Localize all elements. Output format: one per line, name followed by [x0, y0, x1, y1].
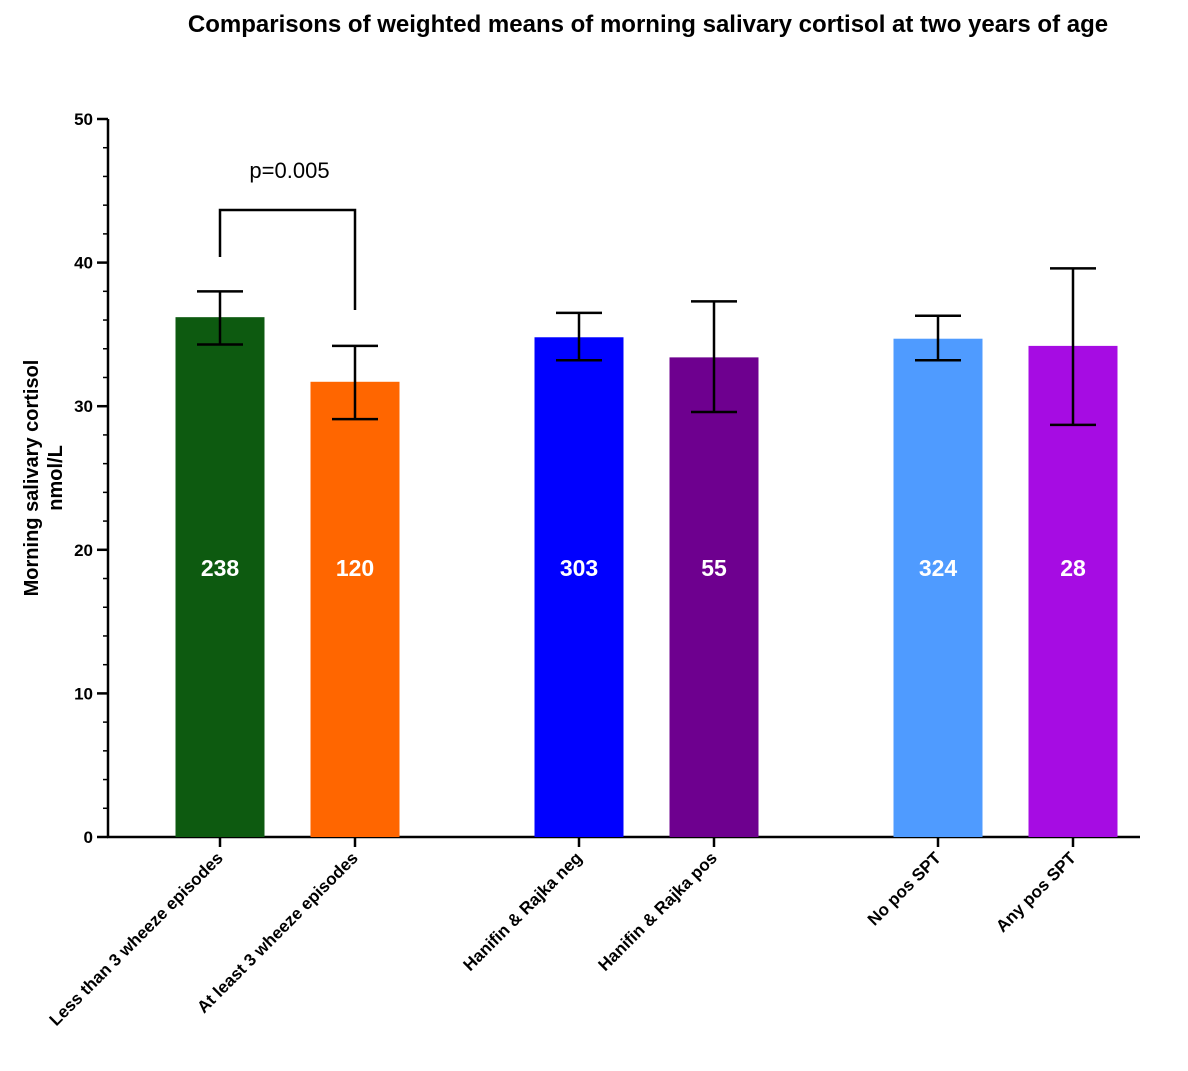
y-tick-label: 0 [84, 828, 93, 847]
error-bar [197, 290, 243, 346]
count-label: 28 [1060, 555, 1086, 581]
count-label: 120 [336, 555, 374, 581]
x-tick-label: Hanifin & Rajka pos [595, 848, 721, 974]
bar [534, 337, 624, 837]
y-axis-label: Morning salivary cortisol nmol/L [21, 360, 67, 597]
bar [893, 338, 983, 837]
error-bar [1050, 267, 1096, 427]
x-tick-label: Any pos SPT [992, 848, 1080, 936]
error-bar [691, 300, 737, 414]
y-axis-label-line2: nmol/L [45, 445, 67, 511]
count-labels: 238 120 303 55 324 28 [201, 555, 1086, 581]
y-tick-label: 20 [74, 541, 93, 560]
bars [175, 317, 1118, 838]
count-label: 303 [560, 555, 598, 581]
p-value-label: p=0.005 [249, 158, 329, 183]
significance-bracket [218, 208, 357, 310]
error-bar [332, 344, 378, 421]
bar [310, 381, 400, 837]
bar [175, 317, 265, 838]
error-bar [556, 311, 602, 362]
bar [1028, 345, 1118, 837]
x-tick-label: At least 3 wheeze episodes [193, 848, 361, 1016]
y-axis-label-line1: Morning salivary cortisol [21, 360, 43, 597]
significance-annotation: p=0.005 [218, 158, 357, 310]
count-label: 324 [919, 555, 958, 581]
y-tick-label: 30 [74, 397, 93, 416]
bar [669, 357, 759, 837]
count-label: 238 [201, 555, 240, 581]
error-bar [915, 314, 961, 362]
error-bars [197, 267, 1096, 427]
y-tick-label: 50 [74, 110, 93, 129]
y-tick-label: 10 [74, 684, 93, 703]
x-tick-label: Hanifin & Rajka neg [460, 848, 586, 974]
y-tick-label: 40 [74, 254, 93, 273]
chart-title: Comparisons of weighted means of morning… [188, 11, 1108, 38]
count-label: 55 [701, 555, 727, 581]
x-tick-label: No pos SPT [864, 848, 945, 929]
